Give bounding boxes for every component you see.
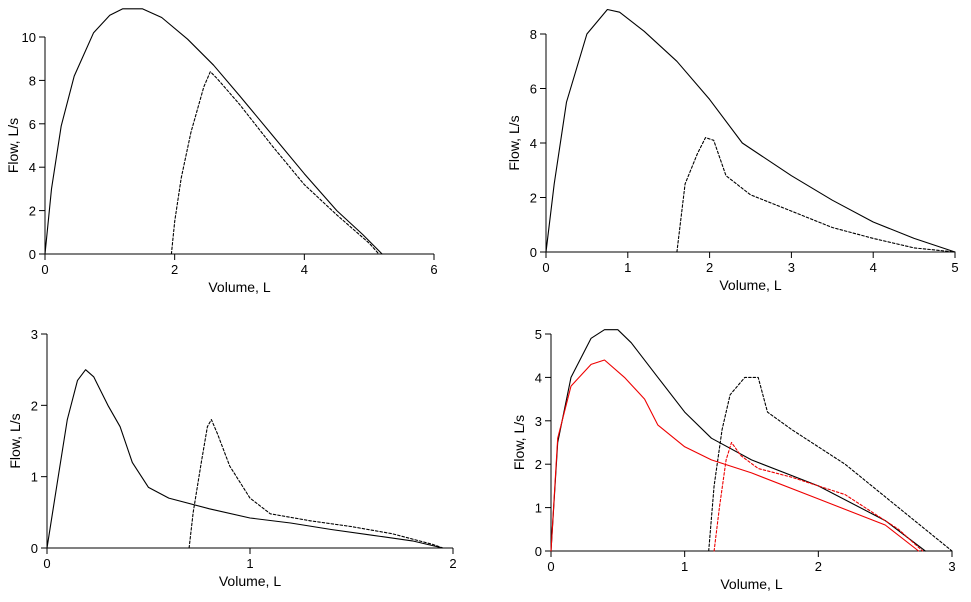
y-tick-label: 0	[29, 247, 36, 262]
x-tick-label: 0	[542, 260, 549, 275]
x-tick-label: 4	[870, 260, 877, 275]
y-tick-label: 2	[535, 457, 542, 472]
x-axis-title: Volume, L	[719, 277, 781, 293]
curve-solid-red	[550, 359, 920, 552]
chart-panel-a: 0 2 4 6 0 2 4 6 8 10 Volume, L Flow, L/s	[5, 8, 438, 295]
curve-solid-black	[550, 329, 926, 552]
x-axis-title: Volume, L	[720, 576, 782, 592]
x-tick-label: 1	[681, 559, 688, 574]
x-tick-label: 2	[449, 556, 456, 571]
curve-dashed-black	[708, 376, 953, 552]
y-tick-label: 1	[535, 501, 542, 516]
x-tick-label: 0	[41, 262, 48, 277]
y-tick-label: 4	[535, 370, 542, 385]
y-tick-label: 6	[29, 117, 36, 132]
y-tick-label: 2	[29, 204, 36, 219]
x-axis-title: Volume, L	[208, 279, 270, 295]
curve-solid-black	[46, 369, 444, 549]
curve-dashed-black	[170, 71, 380, 255]
y-tick-label: 0	[530, 245, 537, 260]
x-tick-label: 2	[706, 260, 713, 275]
x-tick-label: 0	[547, 559, 554, 574]
y-tick-label: 4	[530, 136, 537, 151]
x-tick-label: 0	[43, 556, 50, 571]
x-tick-label: 1	[624, 260, 631, 275]
chart-panel-d: 0 1 2 3 0 1 2 3 4 5 Volume, L Flow, L/s	[511, 327, 956, 592]
x-tick-label: 2	[815, 559, 822, 574]
y-axis-title: Flow, L/s	[5, 118, 21, 173]
chart-panel-c: 0 1 2 0 1 2 3 Volume, L Flow, L/s	[7, 327, 457, 589]
x-tick-label: 6	[430, 262, 437, 277]
y-tick-label: 6	[530, 82, 537, 97]
x-tick-label: 3	[788, 260, 795, 275]
curve-solid-black	[545, 8, 956, 253]
curve-dashed-red	[713, 441, 924, 552]
y-tick-label: 4	[29, 160, 36, 175]
chart-panel-b: 0 1 2 3 4 5 0 2 4 6 8 Volume, L Flow, L/s	[506, 8, 959, 293]
x-tick-label: 4	[301, 262, 308, 277]
x-tick-label: 3	[948, 559, 955, 574]
y-tick-label: 0	[31, 541, 38, 556]
y-tick-label: 3	[31, 327, 38, 342]
x-tick-label: 5	[951, 260, 958, 275]
y-tick-label: 3	[535, 414, 542, 429]
x-tick-label: 2	[171, 262, 178, 277]
y-axis-title: Flow, L/s	[506, 115, 522, 170]
x-tick-label: 1	[246, 556, 253, 571]
y-axis-title: Flow, L/s	[511, 415, 527, 470]
y-tick-label: 8	[29, 73, 36, 88]
y-tick-label: 0	[535, 544, 542, 559]
curve-dashed-black	[188, 419, 444, 549]
y-tick-label: 5	[535, 327, 542, 342]
y-tick-label: 10	[22, 30, 36, 45]
y-tick-label: 8	[530, 27, 537, 42]
y-axis-title: Flow, L/s	[7, 413, 23, 468]
curve-solid-black	[44, 8, 383, 255]
y-tick-label: 2	[31, 398, 38, 413]
y-tick-label: 1	[31, 470, 38, 485]
y-tick-label: 2	[530, 191, 537, 206]
x-axis-title: Volume, L	[219, 573, 281, 589]
curve-dashed-black	[676, 137, 956, 253]
